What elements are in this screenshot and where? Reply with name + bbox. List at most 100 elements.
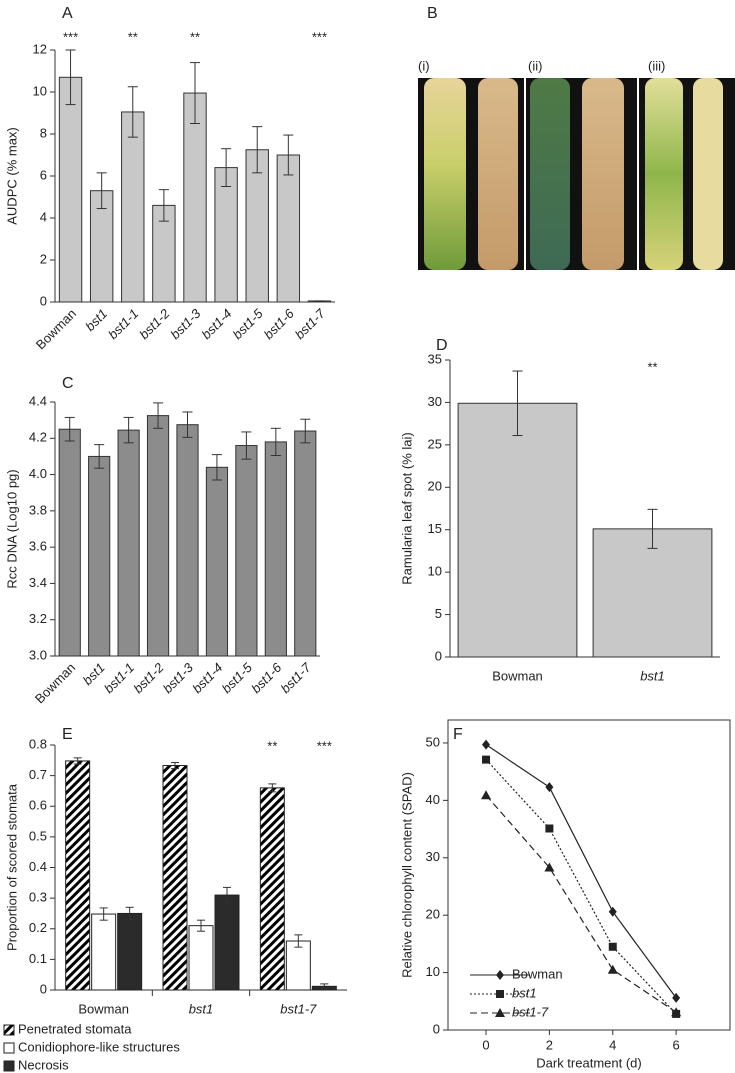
- x-tick-label: bst1-3: [160, 659, 197, 696]
- y-tick-label: 0.2: [29, 920, 47, 935]
- y-tick-label: 3.4: [29, 575, 47, 590]
- marker: [671, 1007, 682, 1017]
- legend-label: bst1: [512, 985, 537, 1000]
- y-tick-label: 35: [428, 351, 442, 366]
- y-tick-label: 2: [40, 251, 47, 266]
- x-tick-label: bst1: [189, 1001, 214, 1016]
- x-tick-label: 2: [546, 1037, 553, 1052]
- y-tick-label: 4: [40, 209, 47, 224]
- x-tick-label: bst1: [640, 668, 665, 683]
- x-tick-label: bst1-5: [230, 305, 267, 342]
- bar: [58, 428, 81, 657]
- marker: [545, 824, 554, 833]
- marker: [496, 970, 504, 980]
- y-tick-label: 0: [435, 648, 442, 663]
- bar: [176, 424, 199, 657]
- bar: [457, 402, 578, 658]
- marker: [495, 1008, 505, 1017]
- bar: [117, 429, 140, 657]
- x-tick-label: bst1-6: [248, 659, 285, 696]
- significance: **: [647, 359, 657, 374]
- marker: [481, 790, 492, 800]
- bar: [294, 430, 317, 657]
- significance: **: [128, 29, 138, 44]
- x-tick-label: 4: [609, 1037, 616, 1052]
- bar: [121, 111, 145, 303]
- x-tick-label: Bowman: [78, 1001, 129, 1016]
- legend-swatch: [3, 1042, 15, 1054]
- y-tick-label: 3.0: [29, 647, 47, 662]
- y-axis-label: Proportion of scored stomata: [4, 783, 19, 951]
- x-tick-label: bst1-1: [101, 660, 137, 696]
- bar: [205, 466, 229, 657]
- y-tick-label: 10: [33, 83, 47, 98]
- bar: [188, 925, 214, 991]
- series-line: [485, 744, 677, 999]
- legend-label: Bowman: [512, 966, 563, 981]
- x-tick-label: bst1-7: [292, 305, 329, 342]
- y-tick-label: 10: [428, 564, 442, 579]
- y-tick-label: 8: [40, 125, 47, 140]
- y-tick-label: 3.8: [29, 502, 47, 517]
- y-tick-label: 0.4: [29, 859, 47, 874]
- bar: [214, 894, 240, 991]
- bar: [162, 765, 188, 991]
- marker: [482, 755, 491, 764]
- y-tick-label: 0.5: [29, 828, 47, 843]
- bar: [117, 912, 143, 991]
- y-axis-label: AUDPC (% max): [4, 127, 19, 225]
- y-axis-label: Relative chlorophyll content (SPAD): [399, 772, 414, 978]
- plot-frame: [447, 719, 731, 1031]
- y-tick-label: 3.6: [29, 539, 47, 554]
- y-tick-label: 4.2: [29, 430, 47, 445]
- y-tick-label: 12: [33, 41, 47, 56]
- x-tick-label: Bowman: [33, 306, 79, 352]
- bar: [592, 528, 713, 658]
- y-tick-label: 50: [426, 734, 440, 749]
- photo-caption: (i): [418, 58, 430, 73]
- significance: ***: [63, 29, 78, 44]
- x-axis-label: Dark treatment (d): [536, 1055, 641, 1070]
- panel-letter: C: [62, 375, 74, 392]
- x-tick-label: bst1-2: [136, 305, 173, 342]
- bar: [264, 441, 287, 657]
- x-tick-label: 6: [673, 1037, 680, 1052]
- marker: [544, 862, 555, 872]
- y-tick-label: 25: [428, 436, 442, 451]
- x-tick-label: Bowman: [32, 660, 78, 706]
- y-axis-label: Rcc DNA (Log10 pg): [4, 469, 19, 588]
- bar: [214, 167, 238, 303]
- panel-letter: E: [62, 726, 73, 743]
- legend-label: Necrosis: [18, 1057, 69, 1072]
- photo-caption: (iii): [648, 58, 665, 73]
- y-tick-label: 0: [40, 293, 47, 308]
- marker: [545, 782, 554, 793]
- y-tick-label: 6: [40, 167, 47, 182]
- y-tick-label: 0.6: [29, 798, 47, 813]
- marker: [608, 906, 617, 917]
- significance: **: [190, 29, 200, 44]
- y-tick-label: 0.8: [29, 736, 47, 751]
- x-tick-label: bst1-4: [199, 306, 235, 342]
- y-tick-label: 30: [428, 394, 442, 409]
- x-tick-label: bst1-1: [105, 306, 141, 342]
- bar: [183, 92, 207, 303]
- x-tick-label: bst1-7: [280, 1001, 317, 1016]
- x-tick-label: bst1-5: [219, 659, 256, 696]
- x-tick-label: bst1-6: [261, 305, 298, 342]
- x-tick-label: bst1-3: [167, 305, 204, 342]
- y-tick-label: 10: [426, 964, 440, 979]
- significance: ***: [317, 738, 332, 753]
- significance: **: [267, 738, 277, 753]
- legend-label: bst1-7: [512, 1004, 549, 1019]
- y-tick-label: 40: [426, 792, 440, 807]
- y-tick-label: 0.3: [29, 890, 47, 905]
- bar: [65, 760, 91, 991]
- marker: [482, 739, 491, 750]
- panel-letter: D: [436, 337, 448, 354]
- bar: [259, 787, 285, 991]
- bar: [91, 913, 117, 991]
- bar: [285, 940, 311, 991]
- y-tick-label: 20: [428, 479, 442, 494]
